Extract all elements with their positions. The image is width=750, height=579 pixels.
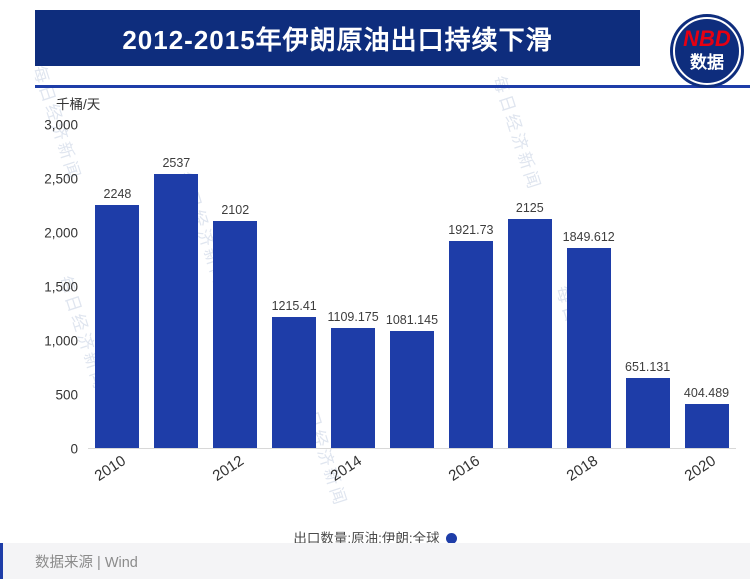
bar-value-label: 1081.145 bbox=[385, 313, 439, 328]
bar-group: 651.131 bbox=[618, 125, 677, 448]
y-axis-tick-label: 1,000 bbox=[44, 333, 78, 349]
legend-label: 出口数量:原油:伊朗:全球 bbox=[293, 531, 440, 546]
bar bbox=[213, 221, 258, 448]
bar bbox=[625, 377, 670, 448]
bar bbox=[684, 404, 729, 448]
x-axis-tick-label: 2010 bbox=[92, 452, 130, 485]
y-axis-tick-label: 3,000 bbox=[44, 117, 78, 133]
bar-group: 2248 2010 bbox=[88, 125, 147, 485]
legend-marker bbox=[445, 533, 457, 544]
bar-group: 1081.145 bbox=[383, 125, 442, 448]
bar bbox=[154, 174, 199, 448]
bar-value-label: 1109.175 bbox=[327, 310, 379, 325]
footer: 数据来源 | Wind bbox=[0, 543, 750, 579]
x-axis-tick-label: 2012 bbox=[209, 452, 248, 485]
bar bbox=[566, 248, 611, 448]
y-axis-unit-label: 千桶/天 bbox=[56, 97, 101, 112]
chart-title-bar: 2012-2015年伊朗原油出口持续下滑 bbox=[35, 10, 640, 66]
page-title: 2012-2015年伊朗原油出口持续下滑 bbox=[122, 24, 553, 55]
bar-group: 2125 bbox=[500, 125, 559, 448]
bar-group: 1921.73 2016 bbox=[441, 125, 500, 485]
header-divider bbox=[35, 85, 750, 88]
data-source: 数据来源 | Wind bbox=[35, 554, 138, 571]
y-axis-tick-label: 2,000 bbox=[44, 225, 78, 241]
nbd-logo: NBD 数据 bbox=[670, 14, 744, 88]
bar bbox=[448, 240, 493, 448]
bar bbox=[389, 331, 434, 448]
nbd-logo-subtext: 数据 bbox=[690, 53, 724, 73]
bar-group: 404.489 2020 bbox=[677, 125, 736, 484]
bar-group: 1109.175 2014 bbox=[324, 125, 383, 485]
bar-value-label: 404.489 bbox=[683, 386, 730, 401]
bar-series: 2248 2010 2537 2102 2012 1215.41 1109.175 2014 1… bbox=[88, 125, 736, 485]
y-axis-tick-label: 1,500 bbox=[44, 279, 78, 295]
bar-value-label: 1849.612 bbox=[562, 230, 615, 245]
bar-value-label: 2537 bbox=[162, 156, 191, 170]
y-axis: 3,000 2,500 2,000 1,500 1,000 500 0 bbox=[0, 118, 78, 457]
bar bbox=[507, 218, 552, 448]
bar bbox=[95, 205, 140, 448]
bar-value-label: 2248 bbox=[103, 187, 132, 202]
legend: 出口数量:原油:伊朗:全球 bbox=[0, 527, 750, 547]
x-axis-tick-label: 2020 bbox=[681, 452, 719, 485]
plot-area: 2248 2010 2537 2102 2012 1215.41 1109.175 2014 1… bbox=[88, 125, 736, 485]
bar-value-label: 651.131 bbox=[625, 359, 671, 374]
bar bbox=[331, 328, 376, 448]
y-axis-tick-label: 0 bbox=[70, 441, 78, 457]
bar-group: 1849.612 2018 bbox=[559, 125, 618, 485]
y-axis-tick-label: 2,500 bbox=[44, 171, 78, 187]
nbd-logo-text: NBD bbox=[683, 26, 731, 52]
bar-value-label: 2102 bbox=[221, 203, 250, 217]
x-axis-tick-label: 2018 bbox=[563, 452, 601, 485]
x-axis-tick-label: 2016 bbox=[445, 452, 483, 485]
bar-value-label: 2125 bbox=[515, 200, 544, 215]
y-axis-tick-label: 500 bbox=[55, 387, 78, 403]
bar-group: 2102 2012 bbox=[206, 125, 265, 485]
bar-value-label: 1921.73 bbox=[448, 222, 494, 237]
bar-group: 1215.41 bbox=[265, 125, 324, 448]
bar-group: 2537 bbox=[147, 125, 206, 448]
bar-value-label: 1215.41 bbox=[271, 298, 317, 313]
bar bbox=[272, 316, 317, 448]
